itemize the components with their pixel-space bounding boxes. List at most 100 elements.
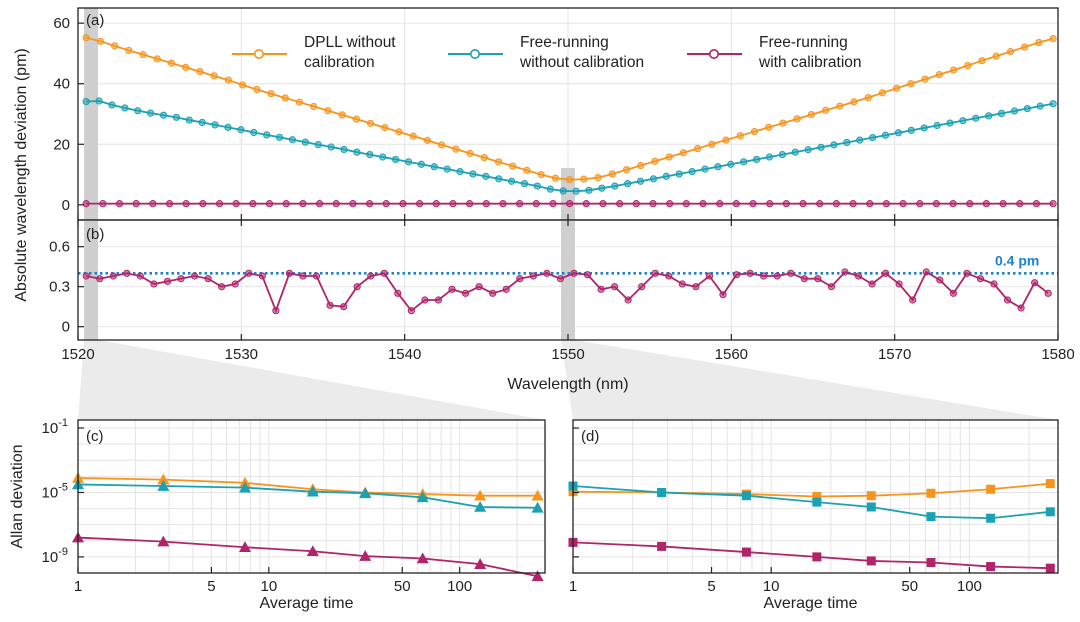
zoom-wedge-d [561,340,1058,420]
panel-c-allan-deviation-1520: 10-910-510-1 1 5 10 50 100 (c) Average time … [9,417,546,612]
c-ytick-exp-1: -5 [58,481,68,493]
data-point-s0-63 [936,276,944,284]
data-point-s0-55 [864,94,872,102]
data-point-s2-39 [732,200,740,208]
data-point-s0-52 [821,106,830,114]
data-point-s2-11 [265,200,274,208]
data-point-s1-45 [662,172,670,180]
c-ytick-base-0: 10 [42,549,59,566]
data-point-s2-2 [115,200,124,208]
data-point-s2-10 [249,200,257,208]
data-point-s1-48 [701,165,709,173]
data-point-s1-7 [172,113,181,121]
data-point-s2-32 [616,200,624,208]
data-point-s0-60 [895,280,903,288]
panel-d-x-axis-title: Average time [764,595,858,612]
data-point-s1-58 [830,141,838,149]
data-point-s2-56 [1016,200,1024,208]
data-point-s1-34 [520,180,529,188]
panel-a-highlight-1520 [84,8,99,220]
legend-item-dpll: DPLL without calibration [232,34,396,71]
data-point-s1-31 [482,172,490,180]
c-data-point-s2-4 [359,550,372,561]
d-data-point-s2-4 [866,556,876,566]
data-point-s1-26 [417,160,425,168]
data-point-s0-48 [732,271,741,279]
data-point-s0-20 [366,119,375,127]
data-point-s2-44 [816,200,824,208]
data-point-s0-47 [719,291,727,299]
data-point-s2-13 [299,200,307,208]
data-point-s0-40 [651,157,659,165]
data-point-s1-56 [804,146,812,154]
data-point-s0-21 [367,272,375,280]
data-point-s0-31 [502,285,510,293]
data-point-s0-61 [909,296,917,304]
data-point-s0-42 [651,269,659,277]
data-point-s0-25 [421,296,429,304]
data-point-s0-13 [258,272,266,280]
panel-d-y-ticks [573,427,579,558]
panel-a-y-ticks: 0 20 40 60 [53,15,84,214]
data-point-s0-26 [434,296,443,304]
data-point-s0-23 [394,289,402,297]
data-point-s0-12 [253,85,261,94]
data-point-s2-54 [982,200,991,208]
data-point-s1-32 [495,175,503,183]
data-point-s2-14 [315,200,324,208]
d-series-line-1 [572,485,1051,520]
d-xtick-label-1: 5 [707,578,715,595]
data-point-s0-14 [272,307,280,315]
data-point-s1-38 [572,187,580,195]
data-point-s0-35 [580,175,588,183]
panel-d-frame [572,419,1059,574]
data-point-s0-2 [111,42,119,50]
data-point-s0-64 [949,289,957,297]
data-point-s1-17 [301,138,309,146]
d-series-line-2 [572,541,1051,570]
data-point-s0-71 [1044,289,1052,297]
data-point-s0-3 [123,269,131,277]
data-point-s1-36 [546,185,554,193]
data-point-s0-22 [380,269,388,277]
data-point-s0-58 [907,80,915,88]
panel-a-series [82,34,1057,208]
d-xtick-label-2: 10 [763,578,780,595]
data-point-s2-3 [132,200,140,208]
data-point-s0-48 [765,123,773,131]
data-point-s0-54 [850,98,858,106]
b-xtick-label-2: 1540 [388,346,421,363]
d-data-point-s1-2 [741,491,751,501]
data-point-s0-9 [210,72,218,80]
d-data-point-s1-3 [812,497,822,507]
data-point-s2-5 [165,200,174,208]
data-point-s1-33 [508,177,516,185]
data-point-s1-47 [688,167,696,176]
data-point-s0-39 [637,161,645,170]
a-ytick-label-0: 0 [62,197,70,214]
data-point-s0-1 [96,37,104,45]
data-point-s2-7 [199,200,207,208]
c-data-point-s2-1 [157,535,170,547]
data-point-s2-6 [182,200,190,208]
data-point-s0-7 [182,63,190,71]
data-point-s2-46 [849,200,857,208]
panel-b-x-ticks: 1520 1530 1540 1550 1560 1570 1580 [61,220,1075,363]
data-point-s0-44 [708,140,716,148]
data-point-s1-60 [856,136,864,144]
c-data-point-s2-6 [474,558,487,569]
data-point-s2-49 [899,200,907,208]
data-point-s1-51 [740,158,748,166]
data-point-s1-11 [224,123,232,131]
data-point-s2-31 [599,200,607,208]
data-point-s2-41 [766,200,774,208]
c-data-point-s1-5 [416,491,429,503]
data-point-s0-68 [1003,296,1012,304]
legend-item-calib: Free-running with calibration [687,34,862,71]
data-point-s0-5 [150,280,158,288]
data-point-s0-16 [310,102,318,111]
data-point-s0-58 [868,280,876,288]
c-data-point-s2-5 [416,552,429,564]
data-point-s1-8 [185,116,193,124]
data-point-s2-19 [399,200,407,208]
